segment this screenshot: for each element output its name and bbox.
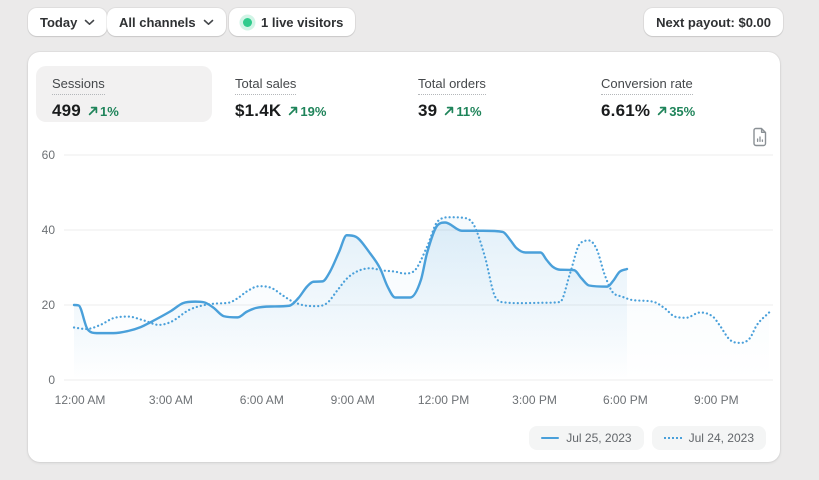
y-axis-label: 20 [41, 298, 55, 312]
metric-change: 19% [288, 104, 326, 119]
metric-label: Conversion rate [601, 76, 693, 95]
date-range-label: Today [40, 14, 78, 30]
x-axis-label: 6:00 AM [239, 393, 284, 407]
metric-value: 499 [52, 101, 81, 120]
metric-change: 11% [444, 104, 482, 119]
x-axis-label: 3:00 AM [148, 393, 193, 407]
solid-line-swatch-icon [541, 437, 560, 439]
metric-value: 6.61% [601, 101, 651, 120]
legend-item-jul-24: Jul 24, 2023 [651, 426, 766, 450]
arrow-up-right-icon [88, 106, 98, 116]
metric-tile-sessions[interactable]: Sessions 499 1% [36, 66, 212, 122]
analytics-card: Sessions 499 1% Total sales $1.4K 19% To… [28, 52, 780, 462]
metric-tile-total-sales[interactable]: Total sales $1.4K 19% [219, 66, 395, 122]
legend-item-jul-25: Jul 25, 2023 [529, 426, 644, 450]
x-axis-label: 12:00 AM [54, 393, 106, 407]
y-axis-label: 0 [48, 373, 55, 387]
sessions-chart: 60 40 20 0 12:00 AM 3:00 AM 6:00 AM 9:00… [28, 148, 780, 462]
chevron-down-icon [84, 19, 95, 26]
live-dot-icon [243, 17, 252, 27]
topbar: Today All channels 1 live visitors Next … [0, 0, 819, 44]
arrow-up-right-icon [445, 106, 454, 116]
arrow-up-right-icon [657, 106, 667, 116]
x-axis-label: 9:00 PM [693, 393, 739, 407]
x-axis-label: 3:00 PM [512, 393, 557, 407]
legend-label: Jul 25, 2023 [566, 431, 632, 445]
metric-value: 39 [418, 101, 438, 120]
metrics-row: Sessions 499 1% Total sales $1.4K 19% To… [28, 52, 780, 122]
file-chart-icon [753, 127, 767, 147]
date-range-button[interactable]: Today [28, 8, 108, 36]
metric-label: Total orders [418, 76, 486, 95]
metric-value: $1.4K [235, 101, 282, 120]
metric-change: 35% [657, 104, 695, 119]
x-axis-label: 6:00 PM [603, 393, 648, 407]
next-payout-button[interactable]: Next payout: $0.00 [644, 8, 783, 36]
live-visitors-label: 1 live visitors [261, 14, 344, 30]
metric-label: Sessions [52, 76, 105, 95]
sessions-chart-canvas [64, 154, 773, 381]
x-axis-label: 9:00 AM [330, 393, 375, 407]
export-report-button[interactable] [751, 127, 769, 147]
y-axis-label: 60 [41, 148, 55, 162]
chevron-down-icon [203, 19, 214, 26]
metric-tile-conversion-rate[interactable]: Conversion rate 6.61% 35% [585, 66, 761, 122]
metric-label: Total sales [235, 76, 297, 95]
channels-filter-label: All channels [119, 14, 196, 30]
channels-filter-button[interactable]: All channels [107, 8, 226, 36]
legend-label: Jul 24, 2023 [688, 431, 754, 445]
chart-legend: Jul 25, 2023 Jul 24, 2023 [529, 426, 766, 450]
next-payout-label: Next payout: $0.00 [656, 14, 771, 30]
dotted-line-swatch-icon [663, 437, 682, 439]
metric-tile-total-orders[interactable]: Total orders 39 11% [402, 66, 578, 122]
arrow-up-right-icon [289, 106, 298, 116]
live-visitors-pill[interactable]: 1 live visitors [229, 8, 356, 36]
x-axis-label: 12:00 PM [417, 393, 470, 407]
metric-change: 1% [88, 104, 119, 119]
y-axis-label: 40 [41, 223, 55, 237]
